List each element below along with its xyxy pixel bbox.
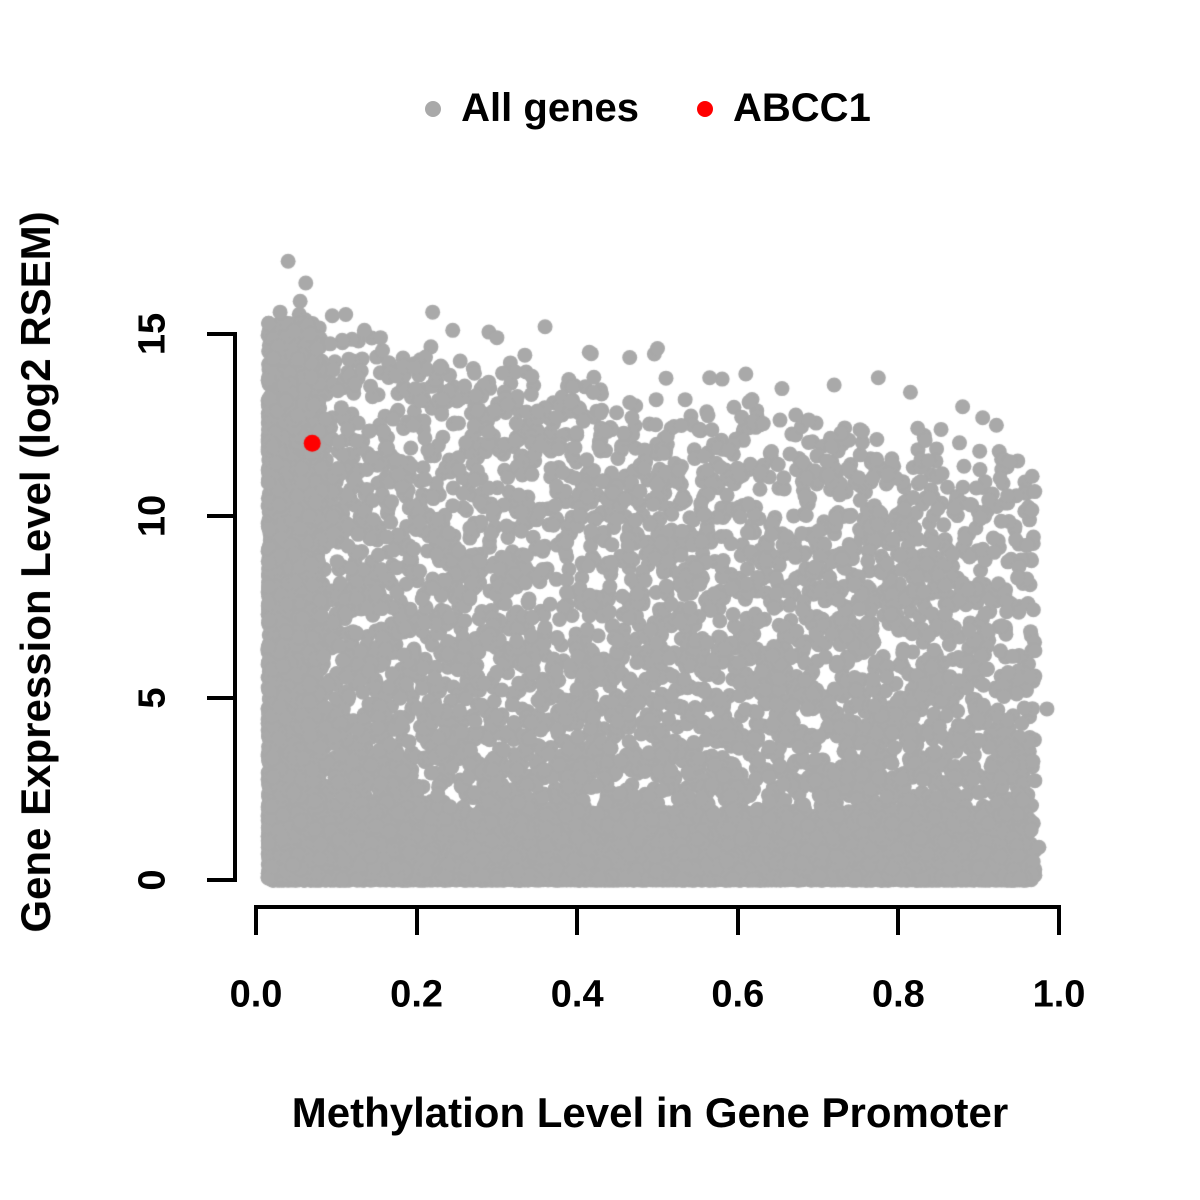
y-tick-label: 15 xyxy=(131,312,174,356)
x-tick-label: 0.4 xyxy=(550,973,604,1016)
x-tick-label: 0.6 xyxy=(711,973,765,1016)
x-tick-mark xyxy=(575,907,580,935)
x-tick-mark xyxy=(1057,907,1061,935)
plot-legend: All genes ABCC1 xyxy=(96,86,1200,131)
y-tick-label: 10 xyxy=(131,494,174,538)
x-tick-mark xyxy=(735,907,740,935)
abcc1-dot-icon xyxy=(697,100,714,117)
y-tick-mark xyxy=(207,696,235,700)
x-tick-mark xyxy=(896,907,901,935)
legend-label-abcc1: ABCC1 xyxy=(733,86,871,130)
y-axis-title: Gene Expression Level (log2 RSEM) xyxy=(12,211,59,933)
legend-item-abcc1: ABCC1 xyxy=(697,86,871,131)
x-tick-label: 0.0 xyxy=(229,973,283,1016)
y-tick-mark xyxy=(207,514,235,518)
x-axis-title: Methylation Level in Gene Promoter xyxy=(291,1089,1009,1136)
all-genes-dot-icon xyxy=(425,100,442,117)
y-tick-mark xyxy=(207,878,235,882)
x-tick-label: 0.2 xyxy=(390,973,444,1016)
y-tick-mark xyxy=(207,332,235,336)
y-axis-line xyxy=(233,332,237,882)
x-tick-label: 1.0 xyxy=(1032,973,1086,1016)
y-tick-label: 0 xyxy=(131,869,174,891)
legend-label-all-genes: All genes xyxy=(461,86,640,130)
legend-item-all-genes: All genes xyxy=(425,86,639,131)
x-tick-mark xyxy=(254,907,258,935)
x-tick-label: 0.8 xyxy=(871,973,925,1016)
x-tick-mark xyxy=(414,907,419,935)
x-axis-line xyxy=(254,905,1061,909)
y-tick-label: 5 xyxy=(131,687,174,709)
